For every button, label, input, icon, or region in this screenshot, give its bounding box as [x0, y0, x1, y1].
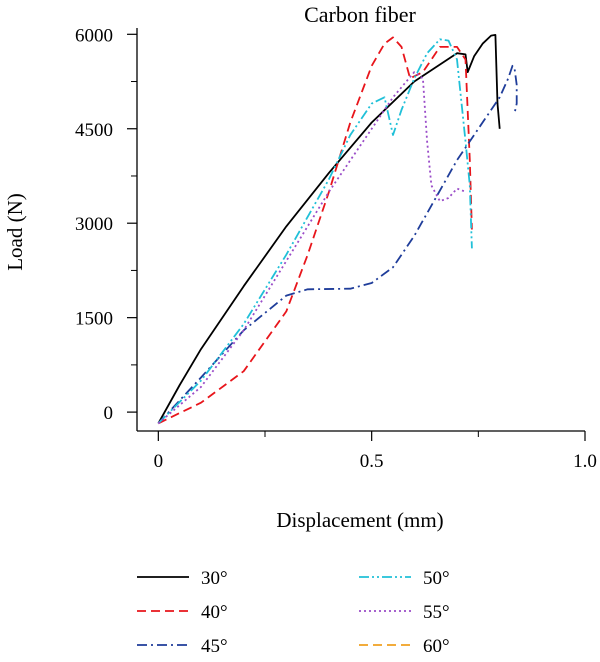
y-axis-label: Load (N): [3, 193, 27, 271]
legend-label-2: 45°: [201, 636, 228, 657]
tick-labels: 0 0.5 1.0 0 1500 3000 4500 6000: [75, 25, 597, 472]
series-line-0: [157, 34, 501, 424]
y-tick-label-2: 3000: [75, 214, 113, 235]
series-line-4: [157, 71, 466, 425]
x-tick-label-0: 0: [154, 451, 164, 472]
x-axis-label: Displacement (mm): [276, 508, 443, 532]
series-line-1: [157, 36, 473, 425]
x-tick-label-2: 1.0: [573, 451, 597, 472]
legend-label-1: 40°: [201, 602, 228, 623]
legend-label-5: 60°: [423, 636, 450, 657]
y-tick-label-0: 0: [104, 403, 114, 424]
y-tick-label-1: 1500: [75, 309, 113, 330]
legend-label-3: 50°: [423, 568, 450, 589]
axes: [136, 28, 585, 432]
plot-lines: [157, 34, 518, 425]
legend: 30° 40° 45° 50° 55° 60°: [137, 568, 450, 657]
y-tick-label-4: 6000: [75, 25, 113, 46]
legend-label-0: 30°: [201, 568, 228, 589]
y-tick-label-3: 4500: [75, 120, 113, 141]
x-tick-label-1: 0.5: [360, 451, 384, 472]
chart-title: Carbon fiber: [304, 2, 416, 27]
legend-label-4: 55°: [423, 602, 450, 623]
series-line-2: [157, 64, 518, 425]
ticks: [127, 33, 586, 441]
